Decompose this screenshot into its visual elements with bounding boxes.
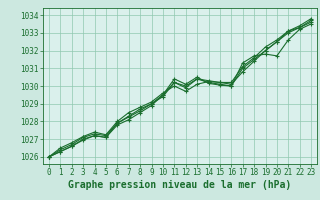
X-axis label: Graphe pression niveau de la mer (hPa): Graphe pression niveau de la mer (hPa): [68, 180, 292, 190]
